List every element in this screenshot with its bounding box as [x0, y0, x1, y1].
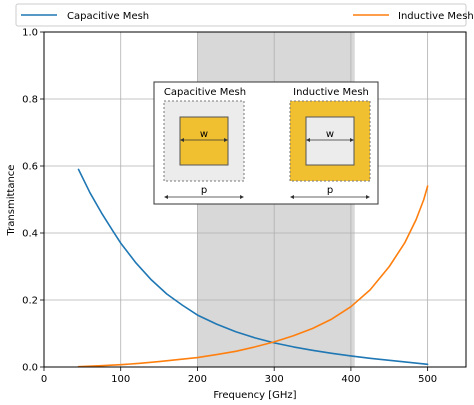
- mesh-inset: Capacitive Mesh w p Inductive Mesh w p: [153, 81, 379, 205]
- inductive-w-arrowhead-right: [350, 138, 354, 142]
- inductive-w-label: w: [326, 129, 334, 140]
- legend-label-capacitive: Capacitive Mesh: [67, 11, 149, 22]
- y-tick-label-2: 0.4: [22, 229, 38, 240]
- capacitive-w-arrowhead-right: [224, 138, 228, 142]
- legend-label-inductive: Inductive Mesh: [398, 11, 474, 22]
- series-line-capacitive-mesh: [77, 168, 429, 366]
- x-tick-label-3: 300: [265, 374, 284, 385]
- x-axis-label: Frequency [GHz]: [213, 390, 296, 401]
- inductive-p-arrowhead-left: [290, 195, 294, 199]
- series-layer: [77, 168, 429, 368]
- capacitive-p-arrowhead-right: [240, 195, 244, 199]
- legend: Capacitive Mesh Inductive Mesh: [15, 3, 474, 27]
- axes-frame: [43, 31, 467, 368]
- capacitive-metal-patch: [179, 116, 229, 166]
- series-line-inductive-mesh: [77, 185, 429, 368]
- inset-inductive-title: Inductive Mesh: [293, 87, 369, 98]
- legend-box: [15, 3, 467, 27]
- capacitive-p-arrowhead-left: [164, 195, 168, 199]
- y-tick-label-1: 0.2: [22, 296, 38, 307]
- inductive-aperture: [305, 116, 355, 166]
- y-tick-label-0: 0.0: [22, 363, 38, 374]
- y-ticks: 0.0 0.2 0.4 0.6 0.8 1.0: [22, 28, 44, 374]
- x-tick-label-1: 100: [111, 374, 130, 385]
- capacitive-w-label: w: [200, 129, 208, 140]
- x-tick-label-2: 200: [188, 374, 207, 385]
- x-tick-label-5: 500: [418, 374, 437, 385]
- inductive-p-arrowhead-right: [366, 195, 370, 199]
- y-tick-label-4: 0.8: [22, 95, 38, 106]
- capacitive-p-label: p: [201, 185, 207, 196]
- x-tick-label-4: 400: [341, 374, 360, 385]
- inductive-w-arrowhead-left: [306, 138, 310, 142]
- y-tick-label-5: 1.0: [22, 28, 38, 39]
- x-ticks: 0 100 200 300 400 500: [41, 367, 437, 385]
- y-tick-label-3: 0.6: [22, 162, 38, 173]
- y-axis-label: Transmittance: [6, 165, 17, 237]
- inset-capacitive-title: Capacitive Mesh: [164, 87, 246, 98]
- capacitive-w-arrowhead-left: [180, 138, 184, 142]
- inductive-p-label: p: [327, 185, 333, 196]
- x-tick-label-0: 0: [41, 374, 47, 385]
